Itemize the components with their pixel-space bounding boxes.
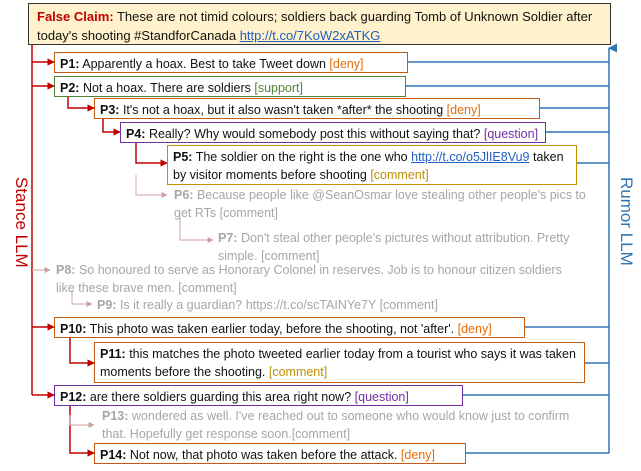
false-claim-label: False Claim:: [37, 9, 114, 24]
post-p1: P1: Apparently a hoax. Best to take Twee…: [54, 52, 408, 73]
post-p13: P13: wondered as well. I've reached out …: [100, 407, 580, 443]
post-p8: P8: So honoured to serve as Honorary Col…: [54, 261, 584, 297]
post-p2: P2: Not a hoax. There are soldiers [supp…: [54, 76, 406, 97]
post-id: P7:: [218, 231, 238, 245]
rumor-llm-label: Rumor LLM: [617, 177, 636, 266]
stance-llm-label: Stance LLM: [12, 177, 31, 268]
false-claim-box: False Claim: These are not timid colours…: [28, 3, 611, 45]
stance-tag: [deny]: [400, 448, 435, 462]
stance-tag: [question]: [354, 390, 409, 404]
post-p4: P4: Really? Why would somebody post this…: [120, 122, 546, 143]
post-text: are there soldiers guarding this area ri…: [89, 390, 352, 404]
post-text: wondered as well. I've reached out to so…: [102, 409, 570, 441]
post-text-continued: taken by visitor moments before shooting: [173, 150, 564, 182]
stance-tag: [question]: [483, 127, 539, 141]
post-id: P1:: [60, 57, 80, 71]
post-p11: P11: this matches the photo tweeted earl…: [94, 342, 585, 383]
post-text: Because people like @SeanOsmar love stea…: [174, 188, 586, 220]
false-claim-text: These are not timid colours; soldiers ba…: [37, 9, 593, 43]
post-p10: P10: This photo was taken earlier today,…: [54, 317, 525, 338]
post-id: P13:: [102, 409, 129, 423]
post-p7: P7: Don't steal other people's pictures …: [216, 229, 586, 265]
post-id: P10:: [60, 322, 87, 336]
post-p5: P5: The soldier on the right is the one …: [167, 145, 577, 185]
post-text: So honoured to serve as Honorary Colonel…: [56, 263, 562, 295]
post-text: The soldier on the right is the one who: [195, 150, 408, 164]
post-id: P11:: [100, 347, 126, 361]
post-text: Don't steal other people's pictures with…: [218, 231, 570, 263]
post-text: this matches the photo tweeted earlier t…: [100, 347, 576, 379]
stance-tag: [deny]: [329, 57, 364, 71]
post-text: Apparently a hoax. Best to take Tweet do…: [82, 57, 326, 71]
post-id: P2:: [60, 81, 80, 95]
post-id: P9:: [97, 298, 117, 312]
post-id: P14:: [100, 448, 127, 462]
stance-tag: [deny]: [457, 322, 492, 336]
post-text: Really? Why would somebody post this wit…: [148, 127, 481, 141]
post-p9: P9: Is it really a guardian? https://t.c…: [95, 296, 575, 314]
false-claim-link[interactable]: http://t.co/7KoW2xATKG: [239, 28, 381, 43]
post-text: It's not a hoax, but it also wasn't take…: [122, 103, 444, 117]
post-link[interactable]: http://t.co/o5JlIE8Vu9: [411, 150, 530, 164]
post-p14: P14: Not now, that photo was taken befor…: [94, 443, 466, 464]
post-p12: P12: are there soldiers guarding this ar…: [54, 385, 463, 406]
post-id: P6:: [174, 188, 194, 202]
post-text: This photo was taken earlier today, befo…: [89, 322, 455, 336]
post-text: Not now, that photo was taken before the…: [129, 448, 398, 462]
post-p3: P3: It's not a hoax, but it also wasn't …: [94, 98, 540, 119]
stance-tag: [comment]: [268, 365, 328, 379]
post-id: P5:: [173, 150, 193, 164]
stance-tag: [support]: [254, 81, 303, 95]
post-id: P8:: [56, 263, 76, 277]
post-text: Not a hoax. There are soldiers: [82, 81, 251, 95]
post-id: P4:: [126, 127, 146, 141]
post-id: P12:: [60, 390, 87, 404]
post-p6: P6: Because people like @SeanOsmar love …: [172, 186, 592, 222]
post-text: Is it really a guardian? https://t.co/sc…: [119, 298, 438, 312]
stance-tag: [comment]: [370, 168, 429, 182]
post-id: P3:: [100, 103, 120, 117]
stance-tag: [deny]: [446, 103, 481, 117]
